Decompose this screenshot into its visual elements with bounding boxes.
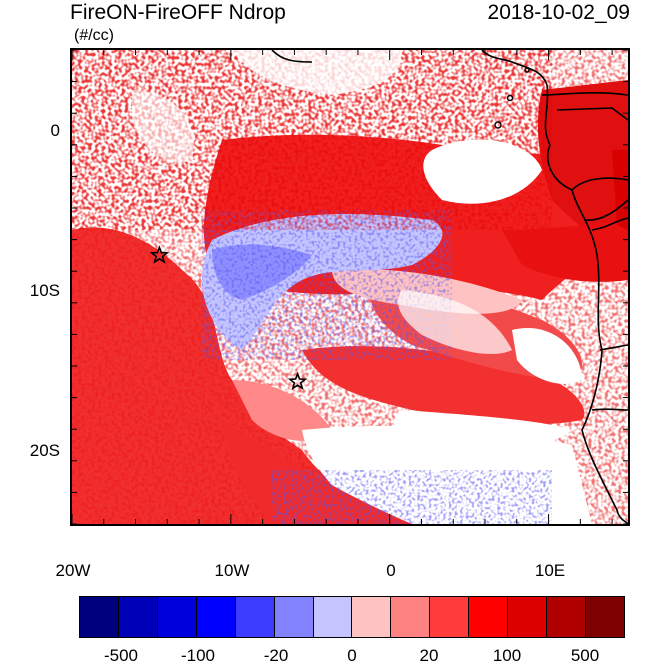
map-frame [70, 48, 630, 526]
units-label: (#/cc) [74, 27, 114, 44]
colorbar-label: -500 [103, 646, 139, 665]
colorbar-segment [118, 597, 158, 637]
lon-label-10w: 10W [214, 561, 250, 580]
axis-ticks [72, 50, 628, 524]
ndrop-field [72, 50, 628, 524]
colorbar-segment [469, 597, 509, 637]
colorbar-segment [157, 597, 197, 637]
lat-label-0: 0 [50, 121, 60, 140]
colorbar-label: 100 [492, 646, 522, 665]
plot-title: FireON-FireOFF Ndrop [70, 1, 286, 24]
colorbar-label: -100 [180, 646, 216, 665]
colorbar-label: 20 [419, 646, 439, 665]
coastlines [271, 50, 628, 524]
colorbar-segment [80, 597, 119, 637]
colorbar-segment [547, 597, 586, 637]
colorbar-label: -20 [263, 646, 289, 665]
islands [494, 67, 530, 129]
star-marker-icon [287, 371, 308, 391]
colorbar-segment [235, 597, 275, 637]
lat-label-20s: 20S [29, 441, 60, 460]
colorbar-segment [430, 597, 470, 637]
star-marker-icon [149, 245, 170, 264]
lon-label-20w: 20W [55, 561, 91, 580]
colorbar-segment [196, 597, 236, 637]
site-markers [149, 245, 308, 391]
colorbar [79, 596, 625, 638]
colorbar-label: 500 [570, 646, 600, 665]
colorbar-segment [585, 597, 624, 637]
map-canvas [72, 50, 628, 524]
colorbar-segment [313, 597, 353, 637]
lon-label-0: 0 [386, 561, 396, 580]
colorbar-segment [352, 597, 392, 637]
colorbar-segment [391, 597, 431, 637]
lon-label-10e: 10E [534, 561, 566, 580]
colorbar-segment [508, 597, 548, 637]
lat-label-10s: 10S [29, 281, 60, 300]
colorbar-segment [274, 597, 314, 637]
datetime-label: 2018-10-02_09 [487, 1, 630, 24]
colorbar-label: 0 [347, 646, 357, 665]
